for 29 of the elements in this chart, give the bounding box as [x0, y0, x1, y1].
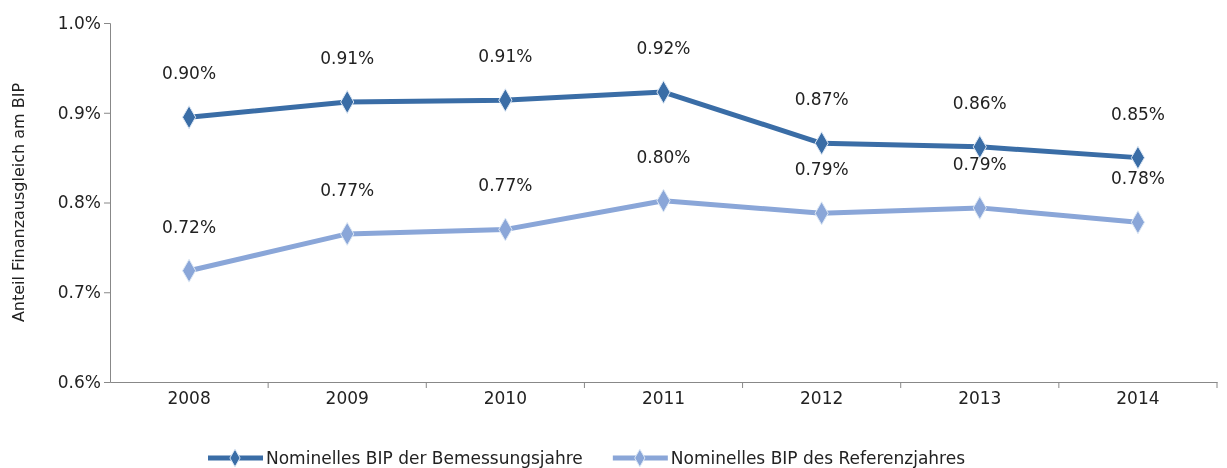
data-label: 0.87%	[794, 89, 849, 110]
y-axis-title: Anteil Finanzausgleich am BIP	[9, 82, 28, 323]
data-label: 0.80%	[636, 146, 691, 167]
data-label: 0.79%	[952, 153, 1007, 174]
y-tick-label: 0.7%	[57, 282, 101, 303]
x-tick-label: 2014	[1116, 387, 1160, 408]
x-tick-label: 2009	[325, 387, 369, 408]
legend-label: Nominelles BIP des Referenzjahres	[670, 448, 966, 468]
data-label: 0.91%	[320, 47, 375, 68]
data-label: 0.91%	[478, 46, 533, 67]
y-tick-label: 0.8%	[57, 192, 101, 213]
y-tick-label: 1.0%	[57, 12, 101, 33]
x-tick-label: 2012	[800, 387, 844, 408]
data-label: 0.92%	[636, 38, 691, 59]
y-tick-label: 0.6%	[57, 371, 101, 392]
data-label: 0.86%	[952, 92, 1007, 113]
data-label: 0.78%	[1110, 168, 1165, 189]
x-tick-label: 2011	[641, 387, 686, 408]
data-label: 0.85%	[1110, 103, 1165, 124]
y-tick-label: 0.9%	[57, 102, 101, 123]
x-tick-label: 2013	[958, 387, 1002, 408]
data-label: 0.79%	[794, 159, 849, 180]
data-label: 0.77%	[320, 179, 375, 200]
data-label: 0.72%	[162, 216, 217, 237]
data-label: 0.90%	[162, 63, 217, 84]
legend-label: Nominelles BIP der Bemessungsjahre	[266, 448, 583, 468]
x-tick-label: 2010	[483, 387, 527, 408]
x-tick-label: 2008	[167, 387, 211, 408]
data-label: 0.77%	[478, 175, 533, 196]
